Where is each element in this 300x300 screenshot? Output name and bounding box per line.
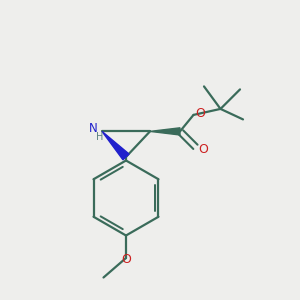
- Polygon shape: [150, 128, 180, 135]
- Text: N: N: [88, 122, 98, 135]
- Text: O: O: [198, 143, 208, 156]
- Text: O: O: [195, 107, 205, 120]
- Text: O: O: [121, 253, 131, 266]
- Polygon shape: [102, 131, 129, 160]
- Text: H: H: [96, 132, 103, 142]
